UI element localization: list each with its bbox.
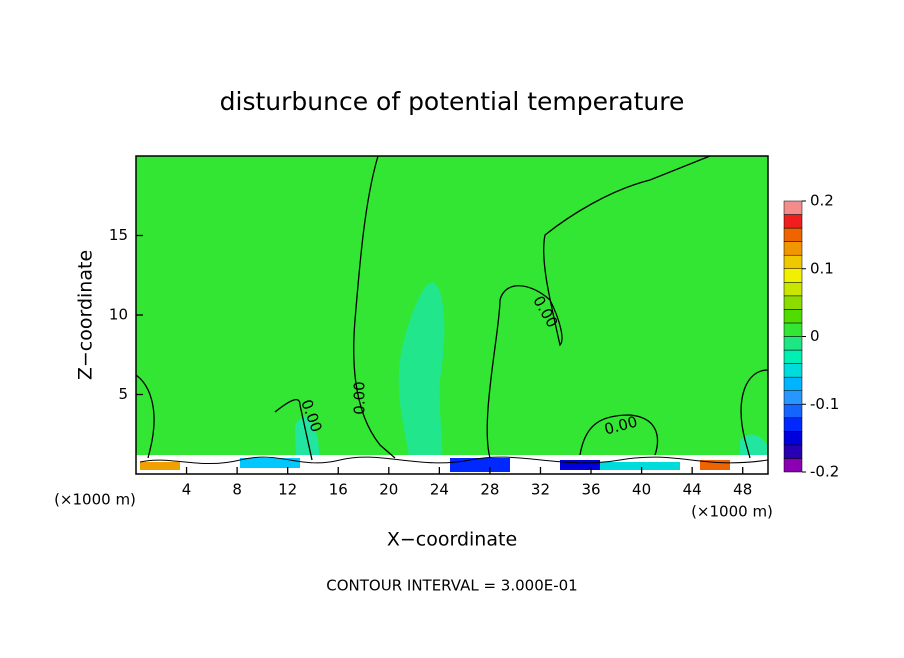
colorbar-tick-label: 0 — [810, 327, 820, 345]
colorbar-box — [783, 282, 803, 297]
colorbar-box — [783, 376, 803, 391]
colorbar-box — [783, 309, 803, 324]
colorbar-box — [783, 390, 803, 405]
x-tick-label: 8 — [232, 481, 242, 499]
colorbar-box — [783, 227, 803, 242]
x-tick-label: 36 — [581, 481, 600, 499]
x-tick-label: 20 — [379, 481, 398, 499]
colorbar-box — [783, 349, 803, 364]
x-unit-label: (×1000 m) — [54, 491, 136, 509]
x-tick-label: 40 — [632, 481, 651, 499]
x-tick-label: 16 — [329, 481, 348, 499]
x-axis-label: X−coordinate — [387, 529, 517, 551]
colorbar-box — [783, 254, 803, 269]
x-tick-label: 32 — [531, 481, 550, 499]
y-tick-label: 10 — [109, 306, 128, 324]
x-tick-label: 48 — [733, 481, 752, 499]
colorbar-tick-label: -0.1 — [810, 395, 839, 413]
x-tick-label: 12 — [278, 481, 297, 499]
colorbar-box — [783, 200, 803, 215]
colorbar-tick-label: -0.2 — [810, 463, 839, 481]
colorbar-tick-label: 0.1 — [810, 259, 834, 277]
colorbar-box — [783, 458, 803, 473]
chart-title: disturbunce of potential temperature — [220, 87, 685, 116]
x-tick-label: 28 — [480, 481, 499, 499]
colorbar-box — [783, 431, 803, 446]
y-axis-label: Z−coordinate — [75, 250, 97, 380]
contour-field — [136, 156, 769, 474]
colorbar-tick-label: 0.2 — [810, 192, 834, 210]
footer: CONTOUR INTERVAL = 3.000E-01 — [326, 577, 577, 595]
y-tick-label: 15 — [109, 226, 128, 244]
colorbar-box — [783, 336, 803, 351]
x-unit-label: (×1000 m) — [691, 503, 773, 521]
contour-label: 0.00 — [351, 381, 369, 414]
colorbar-box — [783, 404, 803, 419]
contour-lines — [135, 155, 769, 461]
colorbar-box — [783, 214, 803, 229]
x-tick-label: 24 — [430, 481, 449, 499]
colorbar-box — [783, 363, 803, 378]
colorbar-box — [783, 241, 803, 256]
colorbar-box — [783, 417, 803, 432]
colorbar-box — [783, 444, 803, 459]
y-tick-label: 5 — [118, 385, 128, 403]
x-tick-label: 4 — [182, 481, 192, 499]
colorbar-box — [783, 268, 803, 283]
colorbar-box — [783, 322, 803, 337]
colorbar-box — [783, 295, 803, 310]
x-tick-label: 44 — [683, 481, 702, 499]
